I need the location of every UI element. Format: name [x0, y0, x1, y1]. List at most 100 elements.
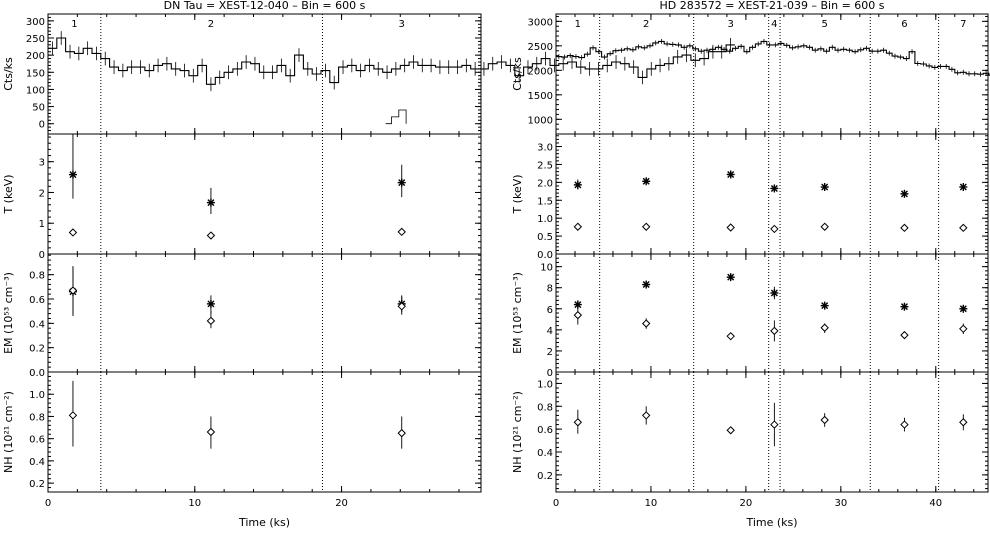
- chart-1-panel-1-frame: [47, 13, 482, 135]
- chart-2-panel-1-lightcurve: [556, 40, 990, 76]
- chart-1-panel-2-hot-point-stroke: [69, 171, 77, 179]
- chart-2-panel-4-y-tick-label: 0.4: [537, 448, 553, 459]
- chart-1-x-tick-label: 20: [335, 498, 348, 509]
- chart-1-segment-label: 2: [208, 19, 214, 30]
- chart-2-panel-1-frame: [555, 13, 989, 135]
- chart-2-panel-3-hot-point-stroke: [959, 305, 967, 313]
- chart-1-panel-1-y-axis-label: Cts/ks: [2, 57, 15, 91]
- chart-2-panel-2-hot-point-stroke: [821, 183, 829, 191]
- chart-1-title: DN Tau = XEST-12-040 – Bin = 600 s: [164, 0, 366, 12]
- chart-2-panel-2-hot-point: [820, 183, 829, 192]
- chart-2-panel-3-cool-point: [900, 330, 909, 340]
- chart-2-title: HD 283572 = XEST-21-039 – Bin = 600 s: [659, 0, 884, 12]
- chart-2-panel-3-hot-point-stroke: [821, 302, 829, 310]
- chart-2-panel-4-y-tick-label: 0.6: [537, 425, 553, 436]
- chart-2-panel-3-hot-point: [770, 288, 779, 297]
- chart-1-panel-2-hot-point: [206, 198, 215, 207]
- chart-2-panel-3-cool-point: [770, 326, 779, 336]
- chart-2-panel-3-cool-point: [820, 323, 829, 332]
- chart-1-panel-4-y-tick-label: 1.0: [29, 390, 45, 401]
- chart-1-panel-3-cool-point: [397, 302, 406, 311]
- chart-2-panel-2-y-tick-label: 3.0: [537, 143, 553, 154]
- chart-2-panel-2-cool-point: [573, 222, 583, 231]
- chart-2-panel-2-frame: [555, 133, 989, 255]
- chart-1-panel-2-hot-point: [68, 170, 77, 179]
- chart-2-panel-2-y-tick-label: 0.5: [537, 232, 553, 243]
- chart-1-panel-3-y-tick-label: 0.0: [29, 368, 45, 379]
- chart-2-panel-1-y-tick-label: 2500: [528, 42, 553, 53]
- chart-1-panel-4-y-tick-label: 0.4: [29, 457, 45, 468]
- chart-2-panel-4-nh-point: [726, 426, 735, 435]
- chart-2-panel-2-hot-point-stroke: [642, 177, 650, 185]
- chart-1-segment-label: 1: [71, 19, 77, 30]
- chart-2-panel-3-hot-point: [959, 304, 968, 313]
- chart-2-segment-label: 6: [901, 19, 907, 30]
- chart-2-panel-2-hot-point: [573, 180, 582, 189]
- chart-1-panel-3-frame: [47, 253, 482, 373]
- chart-1-panel-4-nh-point: [397, 428, 406, 438]
- chart-2-x-tick-label: 20: [740, 498, 753, 509]
- chart-2-panel-4-frame: [555, 371, 989, 493]
- chart-1-panel-1-y-tick-label: 150: [26, 68, 45, 79]
- chart-2-panel-2-y-tick-label: 0.0: [537, 250, 553, 261]
- chart-2-panel-1-y-tick-label: 2000: [528, 66, 553, 77]
- chart-1-x-tick-label: 0: [45, 498, 51, 509]
- chart-1-panel-4-y-tick-label: 0.2: [29, 479, 45, 490]
- chart-1-panel-4-frame: [47, 371, 482, 493]
- chart-2-panel-4-y-tick-label: 0.8: [537, 402, 553, 413]
- chart-2-panel-2-cool-point: [641, 222, 651, 231]
- chart-2-panel-3-frame: [555, 253, 989, 373]
- chart-2-x-tick-label: 10: [645, 498, 658, 509]
- chart-1-panel-1-background-curve: [385, 109, 407, 125]
- chart-1-panel-3-cool-point: [206, 316, 216, 326]
- chart-1-panel-1-lightcurve: [48, 37, 735, 85]
- chart-2-segment-label: 7: [960, 19, 966, 30]
- chart-1-x-tick-label: 10: [188, 498, 201, 509]
- chart-1-segment-label: 3: [399, 19, 405, 30]
- chart-2-panel-3-hot-point-stroke: [727, 273, 735, 281]
- chart-1-panel-4-nh-point: [206, 427, 216, 437]
- chart-2-panel-3-y-tick-label: 0: [547, 368, 553, 379]
- chart-1-panel-2-cool-point: [397, 227, 406, 237]
- chart-2-panel-2-hot-point-stroke: [900, 190, 908, 198]
- chart-1-panel-2-y-tick-label: 2: [39, 188, 45, 199]
- chart-2-segment-label: 2: [643, 19, 649, 30]
- chart-2-panel-2-hot-point-stroke: [959, 183, 967, 191]
- chart-2-segment-label: 5: [822, 19, 828, 30]
- chart-2-x-axis-label: Time (ks): [745, 516, 797, 529]
- chart-1-panel-3-cool-point: [68, 286, 78, 295]
- chart-2-panel-4-y-tick-label: 0.2: [537, 471, 553, 482]
- chart-2-panel-3-cool-point: [959, 324, 968, 334]
- chart-2-panel-3-hot-point: [573, 300, 582, 309]
- chart-2-panel-1-y-tick-label: 1000: [528, 115, 553, 126]
- chart-2-panel-1-y-tick-label: 3000: [528, 17, 553, 28]
- chart-2-panel-2-hot-point: [770, 184, 779, 193]
- chart-2-panel-3-hot-point: [726, 273, 735, 282]
- chart-2-panel-2-hot-point: [726, 170, 735, 179]
- chart-2-panel-4-nh-point: [573, 418, 583, 427]
- chart-2-panel-2-hot-point: [642, 177, 651, 186]
- chart-2-panel-1-y-axis-label: Cts/ks: [511, 57, 524, 91]
- chart-2-panel-4-nh-point: [820, 415, 829, 425]
- chart-2-panel-4-nh-point: [900, 420, 909, 429]
- chart-1-panel-1-y-tick-label: 0: [39, 120, 45, 131]
- chart-1-panel-2-hot-point-stroke: [398, 179, 406, 187]
- chart-2-panel-2-hot-point: [959, 183, 968, 192]
- chart-2-panel-4-y-tick-label: 1.0: [537, 379, 553, 390]
- chart-2-panel-1-y-tick-label: 1500: [528, 91, 553, 102]
- chart-2-x-tick-label: 30: [834, 498, 847, 509]
- chart-1-panel-4-nh-point: [68, 411, 78, 420]
- chart-1-panel-3-y-axis-label: EM (10⁵³ cm⁻³): [2, 272, 15, 354]
- chart-2-panel-3-hot-point-stroke: [770, 289, 778, 297]
- chart-1-panel-2-cool-point: [68, 228, 78, 237]
- chart-2-panel-3-hot-point: [820, 301, 829, 310]
- chart-2-panel-2-y-axis-label: T (keV): [511, 174, 524, 214]
- chart-2-segment-label: 3: [728, 19, 734, 30]
- chart-2-panel-3-y-axis-label: EM (10⁵³ cm⁻³): [511, 272, 524, 354]
- chart-2-panel-2-y-tick-label: 2.0: [537, 178, 553, 189]
- chart-2-panel-2-hot-point-stroke: [727, 170, 735, 178]
- chart-2-panel-3-y-tick-label: 2: [547, 347, 553, 358]
- chart-2-panel-2-cool-point: [959, 223, 968, 233]
